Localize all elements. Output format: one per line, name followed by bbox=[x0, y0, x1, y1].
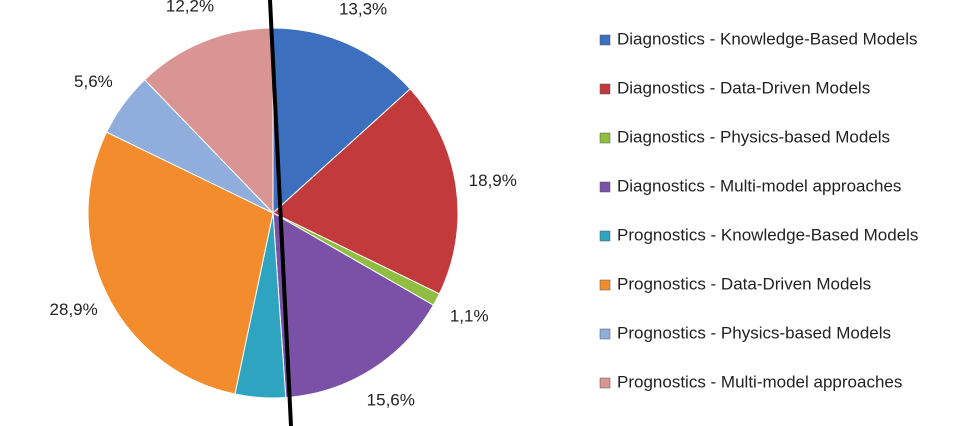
legend-label: Prognostics - Physics-based Models bbox=[617, 323, 891, 342]
legend-swatch bbox=[599, 328, 611, 340]
legend-label: Prognostics - Data-Driven Models bbox=[617, 274, 871, 293]
data-label: 18,9% bbox=[469, 171, 517, 190]
pie-slice bbox=[272, 88, 459, 295]
legend-swatch bbox=[599, 132, 611, 144]
legend-swatch bbox=[599, 377, 611, 389]
pie-slice bbox=[87, 131, 274, 395]
legend-label: Prognostics - Knowledge-Based Models bbox=[617, 225, 918, 244]
legend-label: Diagnostics - Data-Driven Models bbox=[617, 78, 870, 97]
legend-swatch bbox=[599, 181, 611, 193]
pie-slice bbox=[143, 27, 274, 215]
data-label: 12,2% bbox=[166, 0, 214, 16]
legend-label: Prognostics - Multi-model approaches bbox=[617, 372, 902, 391]
data-label: 28,9% bbox=[50, 300, 98, 319]
divider-line bbox=[268, 0, 293, 426]
legend-swatch bbox=[599, 230, 611, 242]
legend-swatch bbox=[599, 83, 611, 95]
legend-swatch bbox=[599, 279, 611, 291]
labels: 13,3% 18,9% 1,1% 15,6% 4,4% 28,9% 5,6% 12,2% bbox=[50, 0, 517, 426]
legend-label: Diagnostics - Physics-based Models bbox=[617, 127, 890, 146]
legend: Diagnostics - Knowledge-Based Models Diag… bbox=[599, 29, 918, 391]
data-label: 1,1% bbox=[450, 306, 489, 325]
legend-swatch bbox=[599, 34, 611, 46]
data-label: 5,6% bbox=[74, 72, 113, 91]
legend-label: Diagnostics - Knowledge-Based Models bbox=[617, 29, 918, 48]
data-label: 15,6% bbox=[367, 391, 415, 410]
data-label: 4,4% bbox=[238, 424, 277, 426]
legend-label: Diagnostics - Multi-model approaches bbox=[617, 176, 901, 195]
pie-slice bbox=[272, 27, 411, 215]
data-label: 13,3% bbox=[339, 0, 387, 19]
pie-slice bbox=[272, 212, 435, 399]
pie bbox=[87, 27, 459, 399]
